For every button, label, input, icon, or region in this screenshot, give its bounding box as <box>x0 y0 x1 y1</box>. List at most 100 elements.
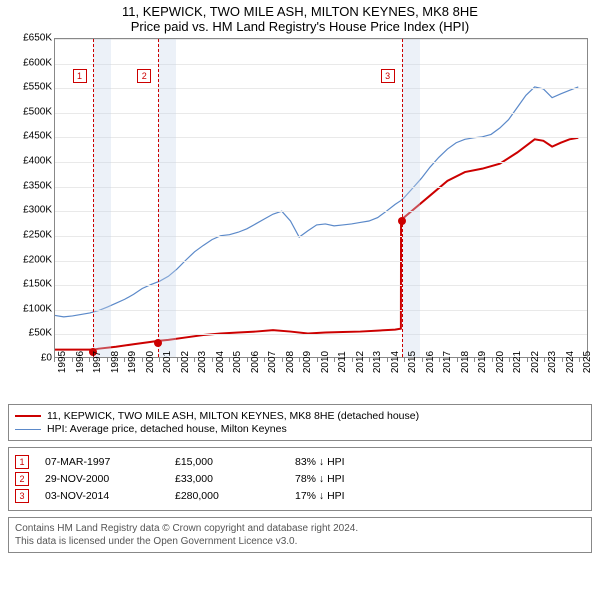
y-tick-label: £400K <box>23 156 52 167</box>
event-price: £15,000 <box>175 456 295 468</box>
x-tick-label: 2017 <box>442 351 453 373</box>
x-tick-label: 1999 <box>127 351 138 373</box>
x-tick-mark <box>107 358 108 362</box>
series-property <box>55 138 578 350</box>
x-tick-mark <box>544 358 545 362</box>
event-price: £280,000 <box>175 490 295 502</box>
y-tick-label: £350K <box>23 180 52 191</box>
gridline <box>55 310 587 311</box>
x-tick-label: 2006 <box>250 351 261 373</box>
x-tick-label: 2014 <box>390 351 401 373</box>
x-tick-label: 1996 <box>75 351 86 373</box>
y-tick-label: £650K <box>23 33 52 44</box>
y-axis: £0£50K£100K£150K£200K£250K£300K£350K£400… <box>8 38 54 358</box>
attribution: Contains HM Land Registry data © Crown c… <box>8 517 592 553</box>
x-tick-mark <box>579 358 580 362</box>
x-tick-mark <box>509 358 510 362</box>
event-number: 1 <box>15 455 29 469</box>
y-tick-label: £200K <box>23 254 52 265</box>
gridline <box>55 261 587 262</box>
x-tick-label: 2005 <box>232 351 243 373</box>
x-tick-label: 2002 <box>180 351 191 373</box>
x-tick-mark <box>142 358 143 362</box>
event-marker: 2 <box>137 69 151 83</box>
chart-area: £0£50K£100K£150K£200K£250K£300K£350K£400… <box>8 38 592 398</box>
x-tick-mark <box>264 358 265 362</box>
x-tick-label: 1997 <box>92 351 103 373</box>
x-tick-mark <box>282 358 283 362</box>
event-row: 2 29-NOV-2000£33,00078% ↓ HPI <box>15 472 585 486</box>
shade-band <box>158 39 176 357</box>
shade-band <box>402 39 420 357</box>
gridline <box>55 334 587 335</box>
x-axis: 1995199619971998199920002001200220032004… <box>54 358 588 398</box>
x-tick-mark <box>439 358 440 362</box>
legend: 11, KEPWICK, TWO MILE ASH, MILTON KEYNES… <box>8 404 592 441</box>
event-vline <box>158 39 159 357</box>
x-tick-label: 2016 <box>425 351 436 373</box>
gridline <box>55 88 587 89</box>
legend-label: 11, KEPWICK, TWO MILE ASH, MILTON KEYNES… <box>47 410 419 422</box>
x-tick-mark <box>124 358 125 362</box>
x-tick-mark <box>369 358 370 362</box>
gridline <box>55 162 587 163</box>
x-tick-label: 1995 <box>57 351 68 373</box>
x-tick-mark <box>54 358 55 362</box>
series-dot <box>398 217 406 225</box>
event-diff: 78% ↓ HPI <box>295 473 585 485</box>
x-tick-mark <box>527 358 528 362</box>
x-tick-mark <box>212 358 213 362</box>
chart-container: 11, KEPWICK, TWO MILE ASH, MILTON KEYNES… <box>0 0 600 561</box>
event-date: 03-NOV-2014 <box>45 490 175 502</box>
gridline <box>55 211 587 212</box>
x-tick-label: 2021 <box>512 351 523 373</box>
x-tick-mark <box>352 358 353 362</box>
x-tick-label: 2023 <box>547 351 558 373</box>
x-tick-label: 1998 <box>110 351 121 373</box>
chart-title: 11, KEPWICK, TWO MILE ASH, MILTON KEYNES… <box>8 4 592 19</box>
x-tick-label: 2001 <box>162 351 173 373</box>
x-tick-mark <box>72 358 73 362</box>
gridline <box>55 137 587 138</box>
event-vline <box>402 39 403 357</box>
gridline <box>55 39 587 40</box>
x-tick-mark <box>457 358 458 362</box>
x-tick-label: 2000 <box>145 351 156 373</box>
x-tick-label: 2010 <box>320 351 331 373</box>
x-tick-label: 2024 <box>565 351 576 373</box>
event-diff: 83% ↓ HPI <box>295 456 585 468</box>
y-tick-label: £0 <box>41 353 52 364</box>
x-tick-label: 2020 <box>495 351 506 373</box>
legend-swatch <box>15 415 41 417</box>
event-row: 303-NOV-2014£280,00017% ↓ HPI <box>15 489 585 503</box>
y-tick-label: £250K <box>23 229 52 240</box>
x-tick-mark <box>247 358 248 362</box>
x-tick-label: 2012 <box>355 351 366 373</box>
gridline <box>55 113 587 114</box>
y-tick-label: £50K <box>29 328 52 339</box>
y-tick-label: £150K <box>23 279 52 290</box>
chart-subtitle: Price paid vs. HM Land Registry's House … <box>8 19 592 34</box>
plot-area: 123 <box>54 38 588 358</box>
event-number: 3 <box>15 489 29 503</box>
x-tick-mark <box>299 358 300 362</box>
gridline <box>55 285 587 286</box>
x-tick-label: 2004 <box>215 351 226 373</box>
x-tick-label: 2013 <box>372 351 383 373</box>
x-tick-label: 2011 <box>337 351 348 373</box>
event-marker: 1 <box>73 69 87 83</box>
event-price: £33,000 <box>175 473 295 485</box>
legend-row: HPI: Average price, detached house, Milt… <box>15 423 585 435</box>
x-tick-mark <box>562 358 563 362</box>
x-tick-label: 2007 <box>267 351 278 373</box>
y-tick-label: £100K <box>23 303 52 314</box>
gridline <box>55 64 587 65</box>
x-tick-mark <box>317 358 318 362</box>
x-tick-mark <box>422 358 423 362</box>
gridline <box>55 187 587 188</box>
event-date: 29-NOV-2000 <box>45 473 175 485</box>
y-tick-label: £600K <box>23 57 52 68</box>
x-tick-label: 2018 <box>460 351 471 373</box>
event-number: 2 <box>15 472 29 486</box>
x-tick-label: 2025 <box>582 351 593 373</box>
